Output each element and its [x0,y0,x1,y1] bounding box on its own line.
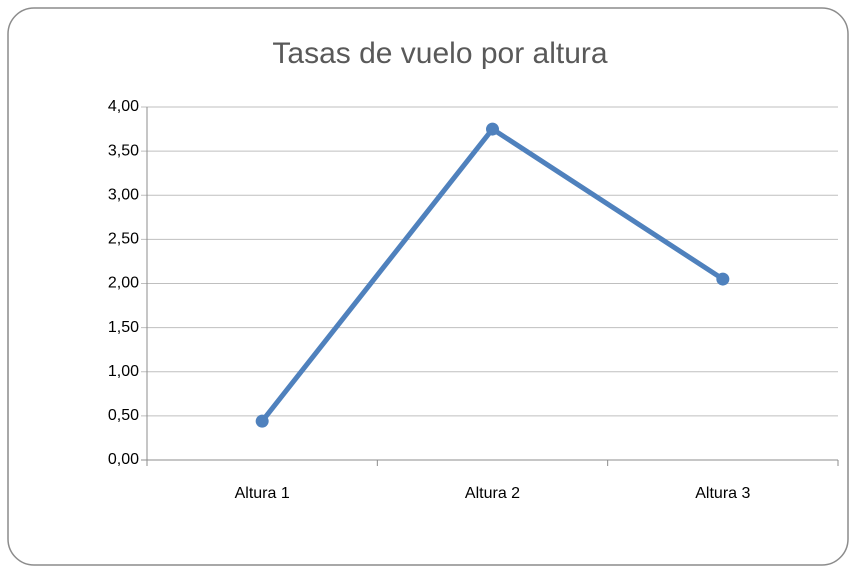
point-marker [255,414,269,428]
y-tick-label: 0,00 [108,451,139,468]
x-tick-label: Altura 1 [235,485,290,502]
y-tick-label: 2,00 [108,275,139,292]
point-marker [716,272,730,286]
y-tick-label: 0,50 [108,407,139,424]
y-tick-label: 3,50 [108,142,139,159]
chart-frame [7,7,849,566]
point-marker [486,122,499,136]
x-tick-label: Altura 2 [465,485,520,502]
y-tick-label: 2,50 [108,231,139,248]
x-tick-label: Altura 3 [695,485,750,502]
chart-title: Tasas de vuelo por altura [272,37,608,70]
y-tick-label: 1,50 [108,319,139,336]
y-tick-label: 4,00 [108,98,139,115]
y-tick-label: 3,00 [108,186,139,203]
y-tick-label: 1,00 [108,363,139,380]
